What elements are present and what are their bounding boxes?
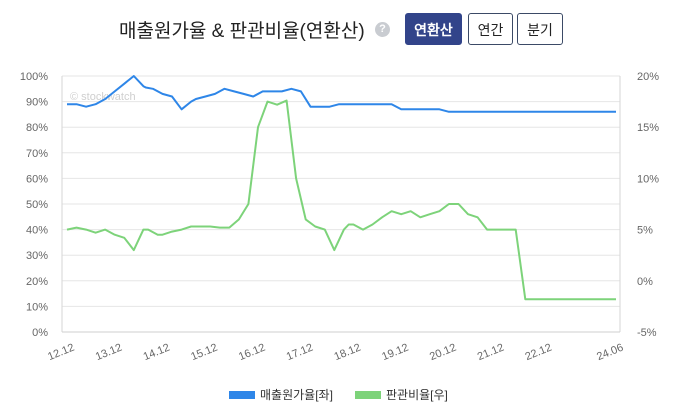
- watermark-text: © stockwatch: [70, 91, 136, 103]
- y-tick-left: 80%: [26, 122, 48, 134]
- y-tick-right: 5%: [637, 225, 653, 237]
- y-tick-right: 10%: [637, 173, 659, 185]
- legend-label: 판관비율[우]: [386, 388, 448, 402]
- x-tick-label: 24.06: [595, 342, 625, 363]
- y-tick-left: 70%: [26, 148, 48, 160]
- y-tick-left: 100%: [20, 71, 48, 83]
- y-tick-left: 20%: [26, 276, 48, 288]
- x-tick-label: 22.12: [523, 342, 553, 363]
- button-quarterly[interactable]: 분기: [517, 13, 563, 45]
- button-annualized[interactable]: 연환산: [405, 13, 462, 45]
- y-tick-left: 10%: [26, 301, 48, 313]
- series-line-cost-ratio: [67, 75, 616, 113]
- x-tick-label: 16.12: [237, 342, 267, 363]
- chart-header: 매출원가율 & 판관비율(연환산) ? 연환산 연간 분기: [0, 0, 679, 62]
- button-annual[interactable]: 연간: [468, 13, 513, 45]
- x-tick-label: 18.12: [333, 342, 363, 363]
- y-tick-left: 60%: [26, 173, 48, 185]
- x-tick-label: 13.12: [94, 342, 124, 363]
- chart-title: 매출원가율 & 판관비율(연환산): [119, 21, 365, 42]
- legend-swatch: [229, 391, 255, 399]
- y-tick-right: 0%: [637, 276, 653, 288]
- y-tick-right: 15%: [637, 122, 659, 134]
- x-tick-label: 12.12: [46, 342, 76, 363]
- y-tick-left: 30%: [26, 250, 48, 262]
- x-tick-label: 15.12: [189, 342, 219, 363]
- y-tick-left: 40%: [26, 225, 48, 237]
- y-tick-left: 0%: [32, 327, 48, 339]
- question-circle-icon[interactable]: ?: [375, 22, 390, 37]
- y-tick-left: 90%: [26, 97, 48, 109]
- legend-swatch: [355, 391, 381, 399]
- y-tick-right: -5%: [637, 327, 657, 339]
- x-tick-label: 17.12: [285, 342, 315, 363]
- x-tick-label: 20.12: [428, 342, 458, 363]
- x-tick-label: 19.12: [380, 342, 410, 363]
- y-tick-right: 20%: [637, 71, 659, 83]
- x-tick-label: 14.12: [142, 342, 172, 363]
- x-tick-label: 21.12: [476, 342, 506, 363]
- y-tick-left: 50%: [26, 199, 48, 211]
- series-line-sga-ratio: [66, 99, 616, 301]
- legend-label: 매출원가율[좌]: [260, 388, 333, 402]
